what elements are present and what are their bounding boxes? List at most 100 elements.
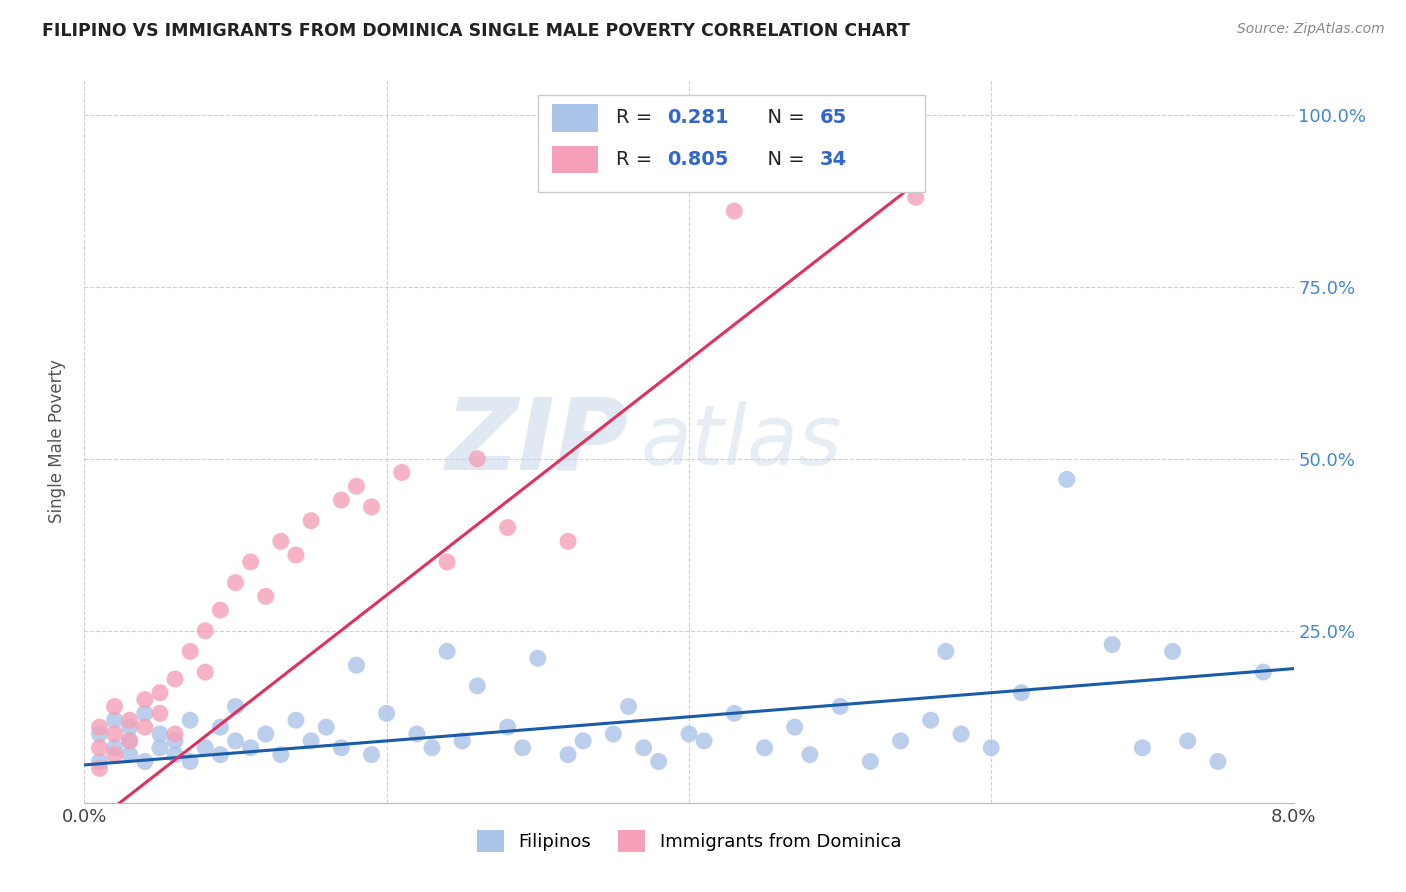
Point bbox=[315, 720, 337, 734]
Point bbox=[104, 727, 127, 741]
Point bbox=[118, 747, 141, 762]
Text: R =: R = bbox=[616, 150, 659, 169]
Text: atlas: atlas bbox=[641, 401, 842, 482]
Point bbox=[134, 755, 156, 769]
Point bbox=[1161, 644, 1184, 658]
Point bbox=[225, 734, 247, 748]
Point bbox=[179, 713, 201, 727]
Y-axis label: Single Male Poverty: Single Male Poverty bbox=[48, 359, 66, 524]
Point bbox=[1101, 638, 1123, 652]
Point bbox=[299, 734, 322, 748]
Point bbox=[134, 720, 156, 734]
Point bbox=[1011, 686, 1033, 700]
Point bbox=[299, 514, 322, 528]
Point bbox=[239, 555, 262, 569]
Point bbox=[104, 740, 127, 755]
Point bbox=[436, 644, 458, 658]
Point bbox=[360, 747, 382, 762]
Point bbox=[104, 699, 127, 714]
Bar bbox=[553, 104, 599, 132]
Point bbox=[950, 727, 973, 741]
Point bbox=[225, 575, 247, 590]
Legend: Filipinos, Immigrants from Dominica: Filipinos, Immigrants from Dominica bbox=[470, 822, 908, 859]
Point bbox=[467, 679, 489, 693]
Point bbox=[194, 665, 217, 679]
Point bbox=[165, 672, 187, 686]
Point bbox=[209, 747, 232, 762]
Point bbox=[496, 720, 519, 734]
Point bbox=[391, 466, 413, 480]
FancyBboxPatch shape bbox=[538, 95, 925, 193]
Point bbox=[330, 493, 353, 508]
Point bbox=[179, 755, 201, 769]
Point bbox=[557, 534, 579, 549]
Point bbox=[496, 520, 519, 534]
Point bbox=[149, 706, 172, 721]
Bar bbox=[553, 146, 599, 173]
Point bbox=[723, 706, 745, 721]
Point bbox=[149, 727, 172, 741]
Text: R =: R = bbox=[616, 108, 659, 128]
Point bbox=[527, 651, 550, 665]
Point bbox=[920, 713, 942, 727]
Point bbox=[1132, 740, 1154, 755]
Point bbox=[149, 740, 172, 755]
Text: Source: ZipAtlas.com: Source: ZipAtlas.com bbox=[1237, 22, 1385, 37]
Point bbox=[904, 190, 927, 204]
Point bbox=[346, 479, 368, 493]
Point bbox=[118, 734, 141, 748]
Point bbox=[134, 692, 156, 706]
Point bbox=[754, 740, 776, 755]
Text: ZIP: ZIP bbox=[446, 393, 628, 490]
Point bbox=[451, 734, 474, 748]
Point bbox=[420, 740, 443, 755]
Point bbox=[285, 713, 308, 727]
Point bbox=[118, 713, 141, 727]
Point bbox=[89, 740, 111, 755]
Point bbox=[209, 603, 232, 617]
Point bbox=[270, 534, 292, 549]
Point bbox=[194, 624, 217, 638]
Point bbox=[1056, 472, 1078, 486]
Point bbox=[134, 706, 156, 721]
Text: FILIPINO VS IMMIGRANTS FROM DOMINICA SINGLE MALE POVERTY CORRELATION CHART: FILIPINO VS IMMIGRANTS FROM DOMINICA SIN… bbox=[42, 22, 910, 40]
Point bbox=[1177, 734, 1199, 748]
Text: 0.805: 0.805 bbox=[668, 150, 728, 169]
Point bbox=[436, 555, 458, 569]
Point bbox=[254, 590, 277, 604]
Point bbox=[859, 755, 882, 769]
Point bbox=[693, 734, 716, 748]
Point bbox=[980, 740, 1002, 755]
Point bbox=[799, 747, 821, 762]
Point bbox=[602, 727, 624, 741]
Text: N =: N = bbox=[755, 150, 811, 169]
Point bbox=[225, 699, 247, 714]
Point bbox=[512, 740, 534, 755]
Text: N =: N = bbox=[755, 108, 811, 128]
Point bbox=[209, 720, 232, 734]
Point bbox=[89, 727, 111, 741]
Point bbox=[633, 740, 655, 755]
Point bbox=[165, 727, 187, 741]
Point bbox=[165, 747, 187, 762]
Point bbox=[239, 740, 262, 755]
Point bbox=[104, 713, 127, 727]
Point bbox=[118, 734, 141, 748]
Point bbox=[285, 548, 308, 562]
Point bbox=[648, 755, 671, 769]
Point bbox=[1206, 755, 1229, 769]
Point bbox=[406, 727, 429, 741]
Text: 34: 34 bbox=[820, 150, 846, 169]
Point bbox=[830, 699, 852, 714]
Point bbox=[890, 734, 912, 748]
Point bbox=[557, 747, 579, 762]
Point bbox=[89, 720, 111, 734]
Point bbox=[179, 644, 201, 658]
Point bbox=[572, 734, 595, 748]
Point bbox=[346, 658, 368, 673]
Point bbox=[375, 706, 398, 721]
Point bbox=[194, 740, 217, 755]
Point bbox=[118, 720, 141, 734]
Point bbox=[89, 761, 111, 775]
Text: 65: 65 bbox=[820, 108, 846, 128]
